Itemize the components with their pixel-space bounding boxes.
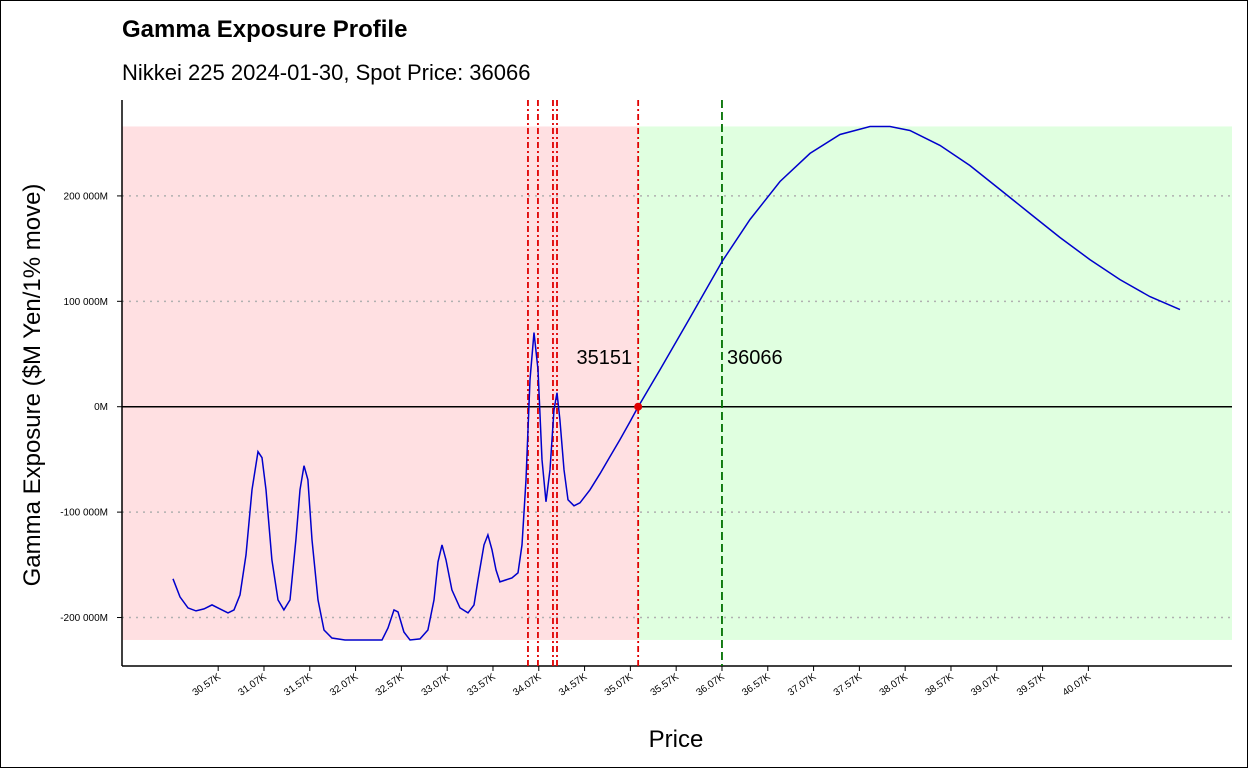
y-tick-label: 100 000M	[64, 297, 108, 308]
gamma-curve	[172, 125, 1181, 641]
chart-title: Gamma Exposure Profile	[122, 16, 407, 43]
y-tick-label: -200 000M	[60, 613, 108, 624]
y-tick-label: 0M	[94, 402, 108, 413]
negative-region	[122, 126, 639, 640]
chart-subtitle: Nikkei 225 2024-01-30, Spot Price: 36066	[122, 60, 530, 85]
flip-annotation: 35151	[577, 347, 633, 369]
flip-point	[634, 402, 643, 411]
x-axis-label: Price	[649, 726, 704, 753]
y-tick-label: 200 000M	[64, 191, 108, 202]
spot-annotation: 36066	[727, 347, 783, 369]
positive-region	[638, 126, 1232, 640]
y-axis-label: Gamma Exposure ($M Yen/1% move)	[19, 184, 46, 587]
y-tick-label: -100 000M	[60, 508, 108, 519]
